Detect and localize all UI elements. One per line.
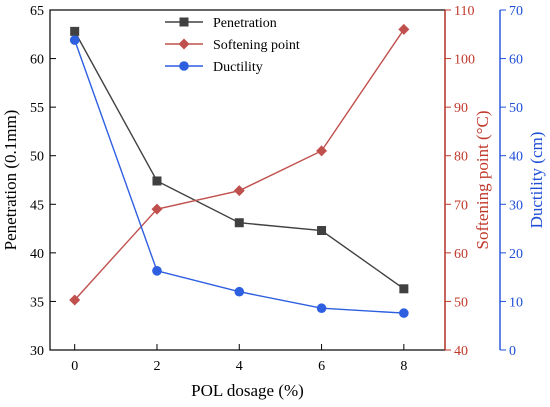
right1-tick-label: 70: [454, 198, 468, 213]
left-tick-label: 45: [30, 198, 44, 213]
legend-penetration-label: Penetration: [213, 16, 277, 31]
ductility-line: [74, 39, 404, 314]
right1-tick-label: 50: [454, 295, 468, 310]
left-tick-label: 55: [30, 101, 44, 116]
penetration-point: [399, 284, 409, 294]
penetration-point: [317, 226, 327, 236]
right1-axis-title: Softening point (°C): [473, 110, 492, 249]
x-tick-label: 6: [318, 359, 325, 374]
left-tick-label: 40: [30, 247, 44, 262]
legend-softening-point-marker: [178, 38, 190, 50]
right1-tick-label: 60: [454, 247, 468, 262]
ductility-point: [152, 266, 162, 276]
left-tick-label: 50: [30, 150, 44, 165]
x-tick-label: 8: [400, 359, 407, 374]
softening-point-point: [316, 145, 328, 157]
right2-tick-label: 30: [509, 198, 523, 213]
right2-tick-label: 60: [509, 53, 523, 68]
right2-axis-title: Ductility (cm): [527, 132, 546, 229]
ductility-point: [316, 303, 327, 314]
x-tick-label: 2: [153, 359, 160, 374]
softening-point-point: [69, 294, 81, 306]
legend: Penetration Softening point Ductility: [165, 16, 300, 75]
right2-tick-label: 10: [509, 295, 523, 310]
legend-ductility-marker: [179, 61, 189, 71]
right2-tick-label: 40: [509, 150, 523, 165]
right2-tick-label: 50: [509, 101, 523, 116]
left-tick-label: 35: [30, 295, 44, 310]
softening-point-point: [398, 23, 410, 35]
x-tick-label: 0: [71, 359, 78, 374]
series-layer: [69, 23, 410, 318]
ductility-point: [399, 308, 409, 318]
x-axis-title: POL dosage (%): [191, 381, 304, 400]
right1-tick-label: 110: [454, 4, 474, 19]
x-tick-label: 4: [236, 359, 243, 374]
penetration-point: [234, 218, 244, 228]
legend-softening-point-label: Softening point: [213, 38, 300, 53]
right2-tick-label: 70: [509, 4, 523, 19]
left-tick-label: 60: [30, 53, 44, 68]
left-axis-title: Penetration (0.1mm): [1, 110, 20, 251]
right2-tick-label: 20: [509, 247, 523, 262]
right1-tick-label: 100: [454, 53, 475, 68]
ductility-point: [234, 286, 245, 297]
right1-tick-label: 80: [454, 150, 468, 165]
axes-layer: 0 2 4 6 8 30 35 40 45 50 55 60 65 40 50 60 70 80 90 100 110 0…: [30, 4, 523, 374]
legend-ductility-label: Ductility: [213, 60, 263, 75]
right1-tick-label: 40: [454, 344, 468, 359]
right2-tick-label: 0: [509, 344, 516, 359]
left-tick-label: 65: [30, 4, 44, 19]
softening-point-point: [233, 185, 245, 197]
ductility-point: [69, 35, 80, 45]
right1-tick-label: 90: [454, 101, 468, 116]
left-tick-label: 30: [30, 344, 44, 359]
penetration-point: [152, 176, 162, 186]
softening-point-point: [151, 203, 163, 215]
legend-penetration-marker: [179, 17, 189, 27]
penetration-point: [70, 26, 80, 36]
